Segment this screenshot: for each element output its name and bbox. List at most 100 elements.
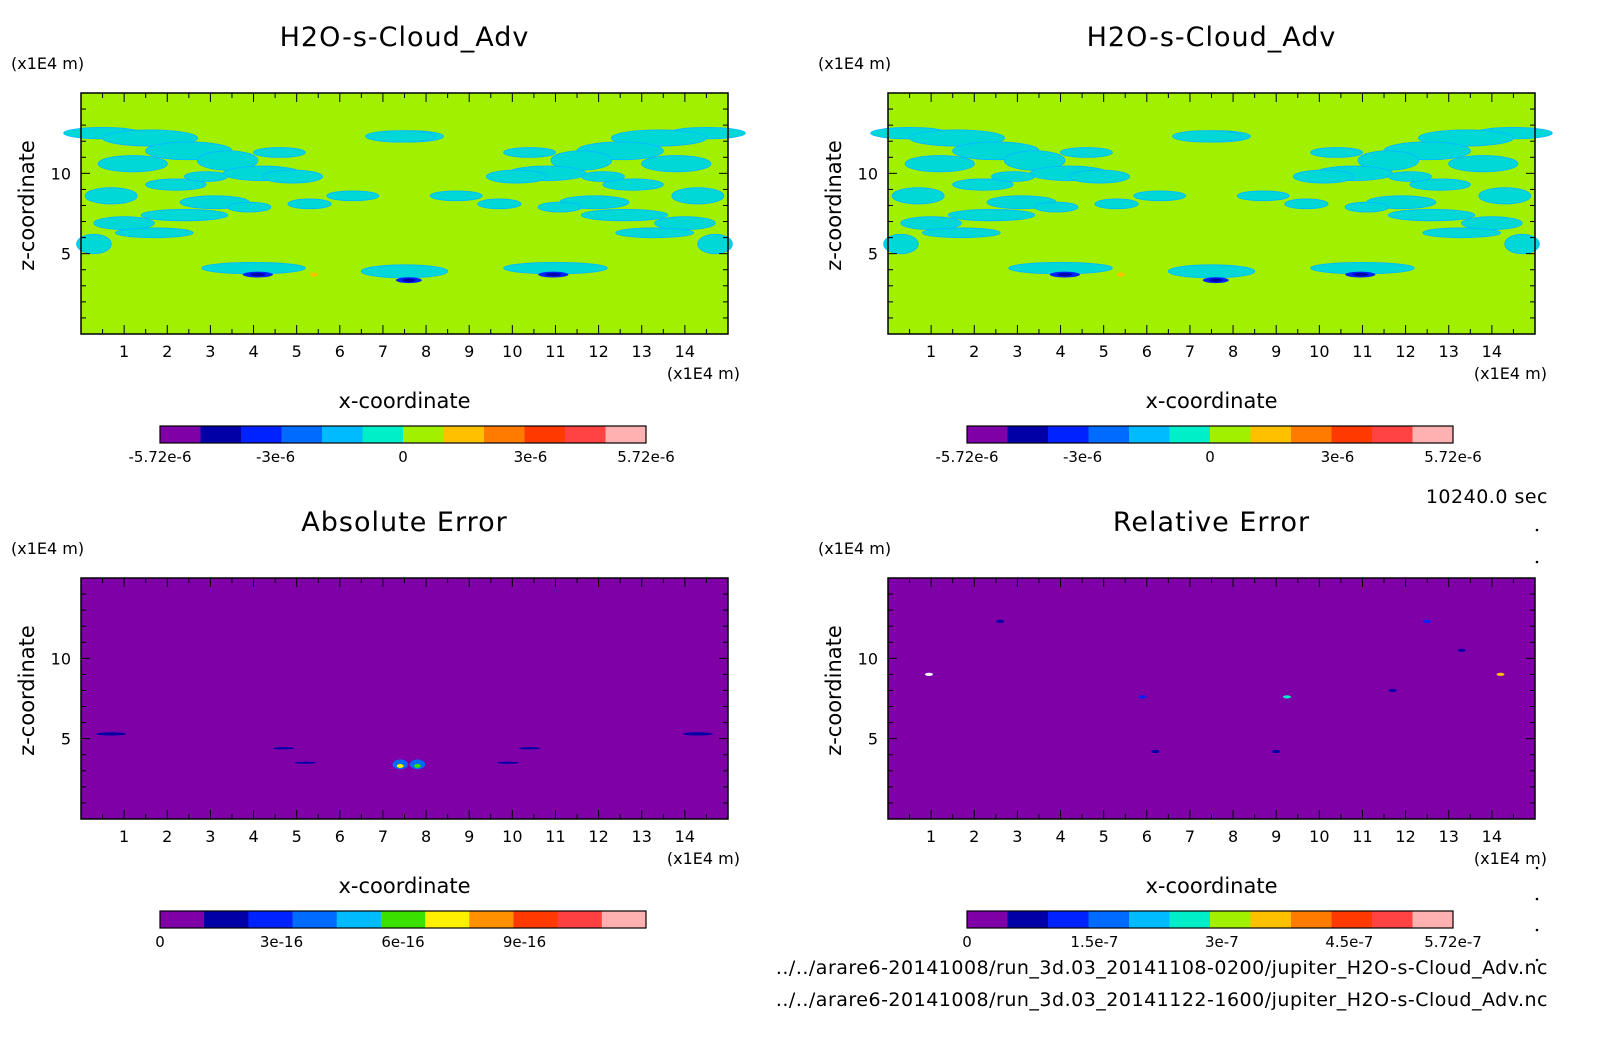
cloud-contour — [287, 198, 332, 210]
colorbar: 0 3e-16 6e-16 9e-16 — [155, 910, 647, 951]
x-tick-label: 6 — [335, 342, 345, 361]
x-tick-label: 8 — [1228, 342, 1238, 361]
cloud-maximum — [309, 272, 318, 277]
cloud-contour — [1034, 201, 1079, 213]
error-spot — [1272, 749, 1281, 754]
colorbar-tick-label: 0 — [1205, 448, 1215, 466]
y-tick-label: 10 — [51, 649, 71, 668]
chart-title: H2O-s-Cloud_Adv — [280, 22, 530, 53]
colorbar-swatch — [469, 911, 514, 928]
y-tick-label: 5 — [61, 730, 71, 749]
colorbar-frame — [159, 425, 647, 444]
x-tick-label: 12 — [1395, 342, 1415, 361]
cloud-contour — [1409, 178, 1471, 191]
colorbar-swatch — [601, 911, 647, 928]
cloud-minimum-core — [1057, 272, 1073, 277]
colorbar-swatch — [967, 911, 1008, 928]
colorbar-tick-label: 0 — [398, 448, 408, 466]
cloud-contour — [253, 147, 306, 158]
y-axis-label: z-coordinate — [15, 625, 39, 756]
cloud-contour — [602, 178, 664, 191]
colorbar-swatch — [1331, 911, 1373, 928]
cloud-contour — [1387, 208, 1476, 222]
cloud-contour — [115, 227, 194, 239]
cloud-minimum-core — [1209, 278, 1223, 282]
x-tick-label: 4 — [1055, 827, 1065, 846]
colorbar-tick-label: 5.72e-6 — [617, 448, 675, 466]
x-tick-label: 8 — [421, 342, 431, 361]
error-spot — [413, 764, 421, 768]
colorbar: 0 1.5e-7 3e-7 4.5e-7 5.72e-7 — [962, 910, 1482, 951]
x-tick-label: 14 — [1482, 342, 1502, 361]
error-spot — [1151, 749, 1160, 754]
cloud-contour — [1236, 190, 1290, 202]
colorbar-swatch — [160, 911, 205, 928]
error-spot — [1282, 695, 1291, 699]
y-unit-label: (x1E4 m) — [11, 54, 84, 73]
y-tick-label: 10 — [51, 164, 71, 183]
cloud-contour — [365, 130, 436, 143]
cloud-contour — [671, 187, 725, 205]
colorbar-swatch — [967, 426, 1008, 443]
x-tick-label: 7 — [1185, 342, 1195, 361]
x-tick-label: 14 — [675, 342, 695, 361]
x-axis-label: x-coordinate — [338, 874, 470, 898]
colorbar-swatch — [1331, 426, 1373, 443]
x-unit-label: (x1E4 m) — [667, 364, 740, 383]
error-spot — [497, 761, 519, 764]
cloud-contour — [697, 233, 733, 255]
x-tick-label: 2 — [969, 342, 979, 361]
x-tick-label: 6 — [335, 827, 345, 846]
colorbar-tick-label: 1.5e-7 — [1070, 933, 1118, 951]
colorbar-swatch — [160, 426, 201, 443]
y-tick-label: 10 — [858, 649, 878, 668]
cloud-contour — [1387, 171, 1432, 182]
colorbar-swatch — [248, 911, 294, 928]
colorbar-swatch — [513, 911, 559, 928]
colorbar-swatch — [292, 911, 338, 928]
cloud-minimum-core — [1352, 272, 1368, 277]
x-tick-label: 5 — [1099, 342, 1109, 361]
cloud-contour — [615, 227, 694, 239]
colorbar-swatch — [204, 911, 249, 928]
cloud-contour — [883, 233, 919, 255]
colorbar-tick-label: 3e-7 — [1205, 933, 1239, 951]
colorbar-swatch — [1007, 911, 1049, 928]
error-spot — [96, 732, 127, 736]
cloud-contour — [611, 129, 707, 147]
colorbar-swatch — [1129, 911, 1170, 928]
x-tick-label: 2 — [969, 827, 979, 846]
colorbar-swatch — [1048, 911, 1089, 928]
error-spot — [924, 672, 933, 677]
x-tick-label: 13 — [1439, 342, 1459, 361]
colorbar-swatch — [1210, 911, 1251, 928]
y-tick-label: 5 — [868, 730, 878, 749]
colorbar-swatch — [484, 426, 525, 443]
x-tick-label: 6 — [1142, 827, 1152, 846]
x-tick-label: 3 — [1012, 827, 1022, 846]
x-tick-label: 1 — [119, 342, 129, 361]
margin-dot — [1535, 528, 1539, 532]
y-axis-label: z-coordinate — [822, 140, 846, 271]
colorbar-tick-label: 6e-16 — [381, 933, 424, 951]
colorbar-tick-label: -3e-6 — [1063, 448, 1102, 466]
margin-dot — [1535, 560, 1539, 564]
cloud-contour — [1422, 227, 1501, 239]
colorbar-swatch — [1129, 426, 1170, 443]
colorbar-swatch — [322, 426, 363, 443]
cloud-contour — [1504, 233, 1540, 255]
error-spot — [396, 764, 404, 768]
colorbar-frame — [966, 425, 1454, 444]
error-spot — [1138, 695, 1147, 699]
cloud-contour — [1060, 147, 1113, 158]
x-tick-label: 3 — [205, 342, 215, 361]
x-unit-label: (x1E4 m) — [1474, 849, 1547, 868]
cloud-contour — [227, 201, 272, 213]
x-tick-label: 4 — [1055, 342, 1065, 361]
x-tick-label: 7 — [378, 827, 388, 846]
colorbar-tick-label: 4.5e-7 — [1325, 933, 1373, 951]
x-tick-label: 12 — [588, 342, 608, 361]
error-spot — [1457, 648, 1466, 652]
colorbar-swatch — [1250, 911, 1292, 928]
